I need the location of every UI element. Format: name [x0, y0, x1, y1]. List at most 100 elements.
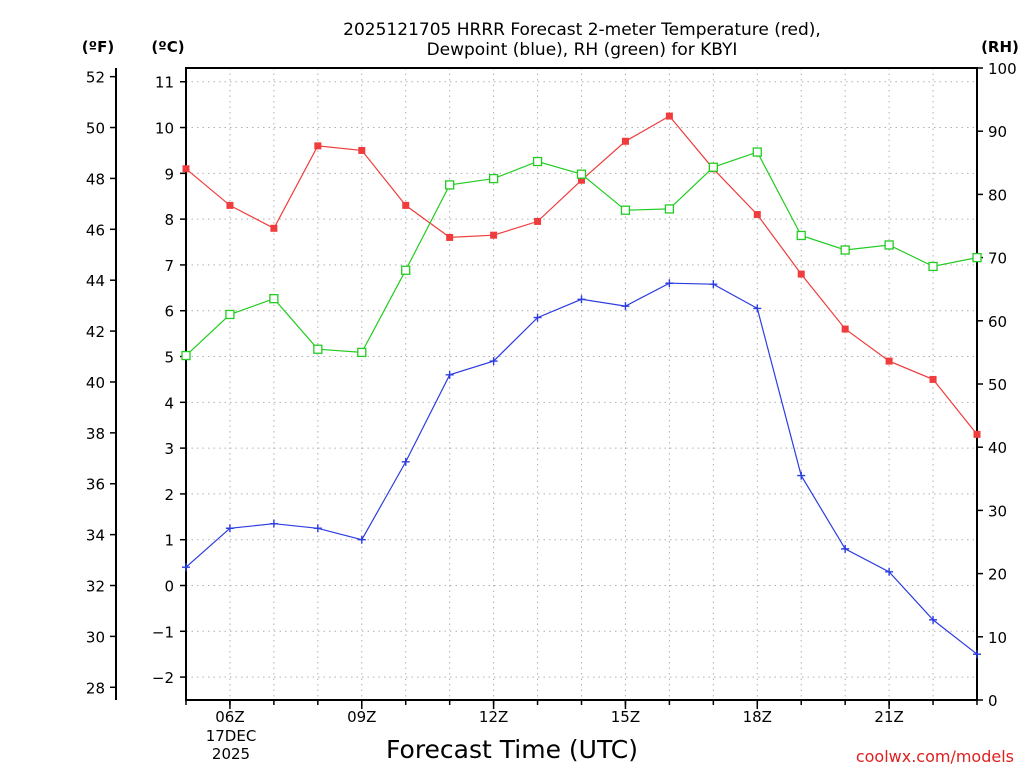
rh-point [532, 156, 543, 167]
date-label-day: 17DEC [206, 727, 257, 745]
rh-tick-label: 30 [988, 502, 1007, 520]
fahrenheit-tick-label: 40 [86, 374, 105, 392]
celsius-tick-label: 4 [164, 394, 174, 412]
temperature-point [358, 146, 366, 154]
dewpoint-point [401, 457, 410, 466]
rh-point [576, 169, 587, 179]
x-tick-label: 06Z [215, 708, 244, 726]
rh-point [796, 230, 806, 241]
dewpoint-point [489, 357, 498, 366]
data-series [181, 112, 982, 659]
fahrenheit-tick-label: 52 [86, 69, 105, 87]
dewpoint-point [225, 524, 234, 533]
axis-ticks: −2−1012345678910112830323436384042444648… [86, 60, 1017, 726]
fahrenheit-tick-label: 46 [86, 221, 105, 239]
rh-point [664, 204, 675, 214]
dewpoint-point [841, 544, 850, 553]
rh-tick-label: 80 [988, 186, 1007, 204]
x-tick-label: 18Z [743, 708, 772, 726]
rh-point [357, 347, 367, 358]
temperature-point [841, 325, 849, 333]
temperature-point [753, 211, 761, 219]
temperature-point [314, 142, 322, 150]
x-tick-label: 09Z [347, 708, 376, 726]
fahrenheit-tick-label: 32 [86, 578, 105, 596]
dewpoint-point [313, 524, 322, 533]
temperature-point [402, 201, 410, 209]
dewpoint-point [665, 279, 674, 288]
celsius-tick-label: 11 [155, 74, 174, 92]
rh-tick-label: 60 [988, 313, 1007, 331]
date-label-year: 2025 [212, 745, 250, 763]
fahrenheit-tick-label: 48 [86, 170, 105, 188]
dewpoint-point [621, 302, 630, 311]
dewpoint-point [269, 519, 278, 528]
rh-point [752, 147, 762, 157]
fahrenheit-tick-label: 30 [86, 628, 105, 646]
rh-point [225, 309, 235, 320]
rh-point [928, 261, 938, 272]
rh-point [972, 252, 982, 263]
temperature-point [270, 224, 278, 232]
celsius-tick-label: −2 [152, 669, 174, 687]
grid-lines [186, 68, 977, 700]
rh-point [313, 344, 323, 354]
x-tick-label: 12Z [479, 708, 508, 726]
rh-unit-label: (RH) [981, 38, 1019, 56]
celsius-unit-label: (ºC) [151, 38, 184, 56]
fahrenheit-tick-label: 42 [86, 323, 105, 341]
rh-tick-label: 10 [988, 629, 1007, 647]
chart-title-line-1: 2025121705 HRRR Forecast 2-meter Tempera… [343, 20, 821, 40]
temperature-line [185, 115, 978, 435]
celsius-tick-label: 6 [164, 303, 174, 321]
x-axis-title: Forecast Time (UTC) [386, 735, 638, 764]
fahrenheit-tick-label: 36 [86, 476, 105, 494]
celsius-tick-label: −1 [152, 623, 174, 641]
rh-point [840, 245, 850, 255]
rh-tick-label: 50 [988, 376, 1007, 394]
celsius-tick-label: 1 [164, 532, 174, 550]
dewpoint-point [357, 535, 366, 544]
dewpoint-point [709, 280, 718, 289]
temperature-point [621, 137, 629, 145]
rh-tick-label: 0 [988, 692, 998, 710]
rh-point [269, 294, 279, 304]
rh-tick-label: 100 [988, 60, 1017, 78]
temperature-point [182, 165, 190, 173]
rh-point [445, 180, 455, 190]
dewpoint-point [445, 370, 454, 379]
celsius-tick-label: 5 [164, 349, 174, 367]
rh-tick-label: 70 [988, 250, 1007, 268]
temperature-point [446, 233, 454, 241]
watermark: coolwx.com/models [856, 747, 1014, 766]
temperature-point [665, 112, 673, 120]
temperature-point [534, 217, 542, 225]
rh-point [884, 240, 894, 250]
celsius-tick-label: 0 [164, 578, 174, 596]
fahrenheit-tick-label: 28 [86, 679, 105, 697]
celsius-tick-label: 8 [164, 211, 174, 229]
temperature-point [226, 201, 234, 209]
rh-point [708, 162, 718, 172]
x-tick-label: 21Z [874, 708, 903, 726]
fahrenheit-tick-label: 38 [86, 425, 105, 443]
dewpoint-point [797, 471, 806, 480]
fahrenheit-tick-label: 44 [86, 272, 105, 290]
fahrenheit-unit-label: (ºF) [82, 38, 114, 56]
dewpoint-point [885, 567, 894, 576]
celsius-tick-label: 7 [164, 257, 174, 275]
dewpoint-point [182, 563, 190, 572]
rh-tick-label: 90 [988, 123, 1007, 141]
rh-tick-label: 40 [988, 439, 1007, 457]
celsius-tick-label: 9 [164, 165, 174, 183]
dewpoint-point [929, 615, 938, 624]
celsius-tick-label: 2 [164, 486, 174, 504]
celsius-tick-label: 3 [164, 440, 174, 458]
temperature-point [578, 176, 585, 184]
temperature-point [797, 270, 805, 278]
dewpoint-point [533, 313, 542, 322]
chart-title-line-2: Dewpoint (blue), RH (green) for KBYI [427, 40, 738, 60]
dewpoint-point [577, 295, 586, 304]
rh-point [401, 265, 411, 275]
